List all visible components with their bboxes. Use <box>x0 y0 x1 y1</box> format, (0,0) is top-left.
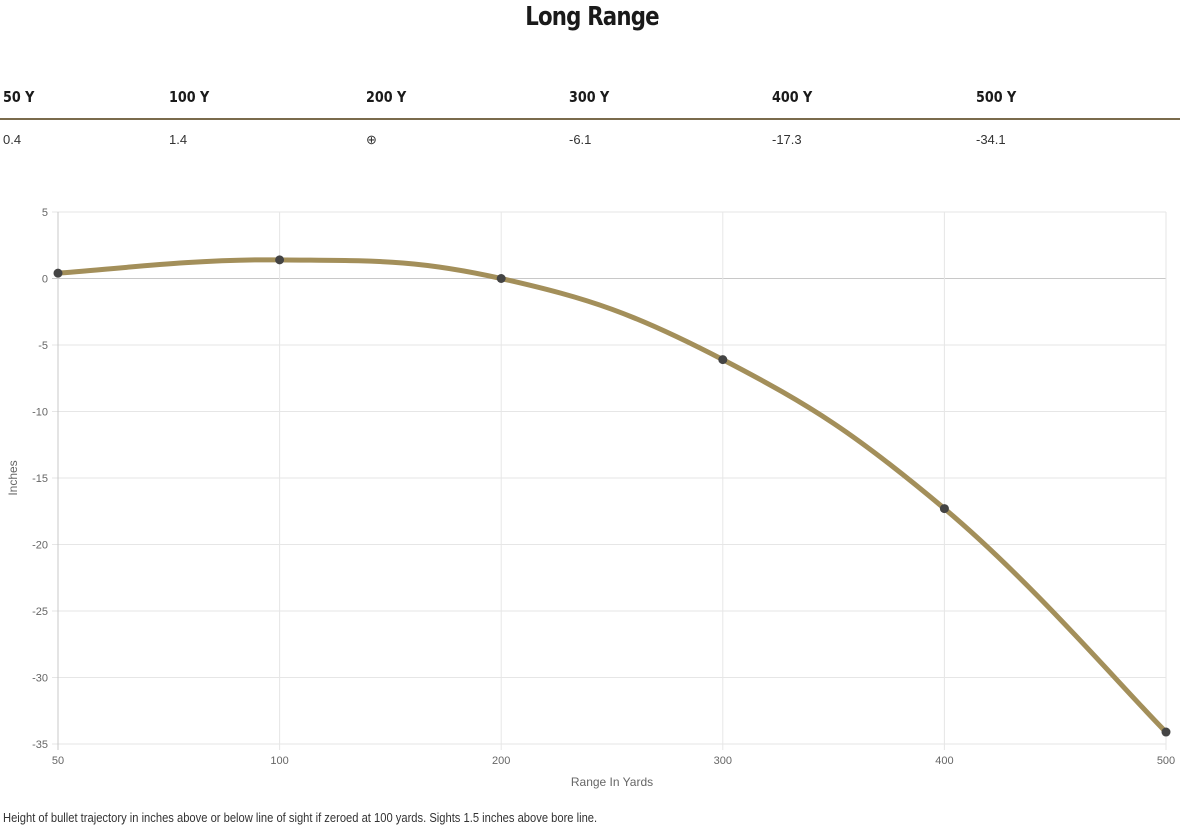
header-cell: 200 Y <box>366 88 407 106</box>
header-divider <box>0 118 1180 120</box>
trajectory-line <box>55 257 1169 735</box>
table-row: 0.4 1.4 ⊕ -6.1 -17.3 -34.1 <box>0 132 1180 158</box>
table-header-row: 50 Y 100 Y 200 Y 300 Y 400 Y 500 Y <box>0 84 1180 110</box>
x-tick-label: 50 <box>52 755 64 767</box>
y-tick-label: 0 <box>42 274 48 286</box>
y-tick-label: -10 <box>32 407 48 419</box>
page-title: Long Range <box>525 2 659 32</box>
header-cell: 100 Y <box>169 88 210 106</box>
zero-crosshair-icon: ⊕ <box>366 132 377 147</box>
y-tick-label: -35 <box>32 739 48 751</box>
x-tick-label: 500 <box>1157 755 1175 767</box>
value-cell: 1.4 <box>169 132 188 147</box>
x-axis-label: Range In Yards <box>571 775 653 789</box>
y-axis-label: Inches <box>6 460 20 495</box>
x-tick-label: 300 <box>714 755 732 767</box>
data-point <box>275 255 285 265</box>
value-cell: -17.3 <box>772 132 802 147</box>
trajectory-table: 50 Y 100 Y 200 Y 300 Y 400 Y 500 Y 0.4 1… <box>0 84 1180 158</box>
header-cell: 50 Y <box>3 88 35 106</box>
y-tick-label: -25 <box>32 606 48 618</box>
data-point <box>939 504 949 514</box>
data-point <box>496 274 506 283</box>
value-cell: -34.1 <box>976 132 1006 147</box>
header-cell: 500 Y <box>976 88 1017 106</box>
y-tick-label: 5 <box>42 207 48 219</box>
value-cell: 0.4 <box>3 132 22 147</box>
data-point <box>718 355 728 365</box>
y-tick-label: -15 <box>32 473 48 485</box>
y-tick-label: -20 <box>32 540 48 552</box>
header-cell: 400 Y <box>772 88 813 106</box>
x-tick-label: 200 <box>492 755 510 767</box>
y-tick-label: -5 <box>38 340 48 352</box>
value-cell: -6.1 <box>569 132 592 147</box>
x-tick-label: 400 <box>935 755 953 767</box>
x-tick-label: 100 <box>270 755 288 767</box>
data-point <box>1161 727 1171 737</box>
header-cell: 300 Y <box>569 88 610 106</box>
y-tick-label: -30 <box>32 673 48 685</box>
data-point <box>53 268 63 278</box>
chart-caption: Height of bullet trajectory in inches ab… <box>3 810 598 825</box>
